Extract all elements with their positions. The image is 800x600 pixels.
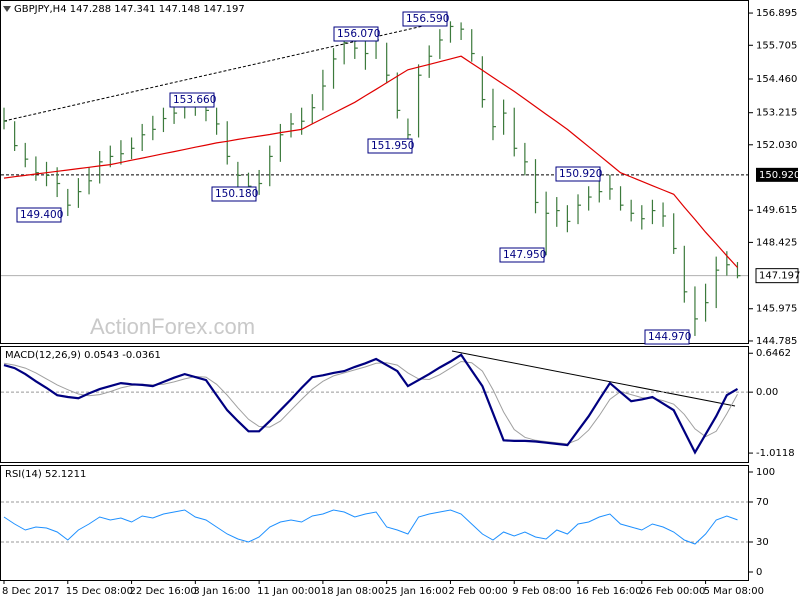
annotation-label: 147.950 [503, 249, 546, 261]
panel-title: RSI(14) 52.1211 [5, 469, 86, 480]
x-tick-label: 22 Dec 16:00 [130, 586, 197, 597]
annotation-label: 150.920 [559, 168, 602, 180]
x-tick-label: 18 Jan 08:00 [321, 586, 384, 597]
x-tick-label: 5 Mar 08:00 [704, 586, 764, 597]
annotation-label: 151.950 [371, 140, 414, 152]
macd-panel [0, 346, 749, 463]
last-price-box [755, 268, 799, 284]
y-tick-label: 153.215 [756, 108, 797, 119]
trend-line [451, 350, 736, 407]
annotation-label: 156.590 [406, 13, 449, 25]
annotation-box [169, 92, 215, 108]
y-tick-label: -1.0118 [756, 448, 795, 459]
y-tick-label: 156.895 [756, 8, 797, 19]
rsi-panel [0, 465, 749, 581]
y-tick-label: 149.615 [756, 205, 797, 216]
last-price-label: 147.197 [759, 271, 800, 282]
x-tick-label: 2 Feb 00:00 [448, 586, 507, 597]
annotation-box [499, 247, 545, 263]
y-tick-label: 100 [756, 467, 775, 478]
y-tick-label: 154.460 [756, 74, 797, 85]
annotation-box [16, 207, 62, 223]
annotation-box [367, 138, 413, 154]
y-tick-label: 0.6462 [756, 348, 791, 359]
annotation-box [333, 26, 379, 42]
x-tick-label: 15 Dec 08:00 [66, 586, 133, 597]
price-panel [0, 0, 749, 344]
y-tick-label: 30 [756, 537, 769, 548]
x-tick-label: 16 Feb 16:00 [576, 586, 642, 597]
y-tick-label: 144.785 [756, 336, 797, 347]
annotation-label: 150.180 [215, 188, 258, 200]
annotation-label: 144.970 [648, 331, 691, 343]
menu-icon [3, 6, 11, 12]
indicator-line [3, 353, 739, 455]
moving-average [3, 55, 738, 268]
x-tick-label: 8 Dec 2017 [2, 586, 60, 597]
panel-title: MACD(12,26,9) 0.0543 -0.0361 [5, 350, 161, 361]
annotation-label: 153.660 [173, 94, 216, 106]
level-label: 150.920 [759, 170, 800, 181]
x-tick-label: 26 Feb 00:00 [640, 586, 706, 597]
annotation-label: 156.070 [337, 28, 380, 40]
x-tick-label: 9 Feb 08:00 [512, 586, 571, 597]
x-tick-label: 11 Jan 00:00 [257, 586, 320, 597]
annotation-label: 149.400 [20, 209, 63, 221]
y-tick-label: 0.00 [756, 387, 778, 398]
annotation-box [211, 186, 257, 202]
x-tick-label: 25 Jan 16:00 [385, 586, 448, 597]
y-tick-label: 0 [756, 567, 762, 578]
annotation-box [644, 329, 690, 345]
y-tick-label: 148.425 [756, 237, 797, 248]
annotation-box [555, 166, 601, 182]
x-tick-label: 3 Jan 16:00 [193, 586, 250, 597]
y-tick-label: 152.030 [756, 140, 797, 151]
annotation-box [402, 11, 448, 27]
y-tick-label: 70 [756, 497, 769, 508]
wm: ActionForex.com [90, 314, 255, 339]
level-label-box [756, 167, 798, 182]
indicator-line [3, 509, 738, 545]
y-tick-label: 145.975 [756, 304, 797, 315]
y-tick-label: 155.705 [756, 40, 797, 51]
panel-title: GBPJPY,H4 147.288 147.341 147.148 147.19… [14, 4, 245, 15]
indicator-line [3, 360, 738, 445]
